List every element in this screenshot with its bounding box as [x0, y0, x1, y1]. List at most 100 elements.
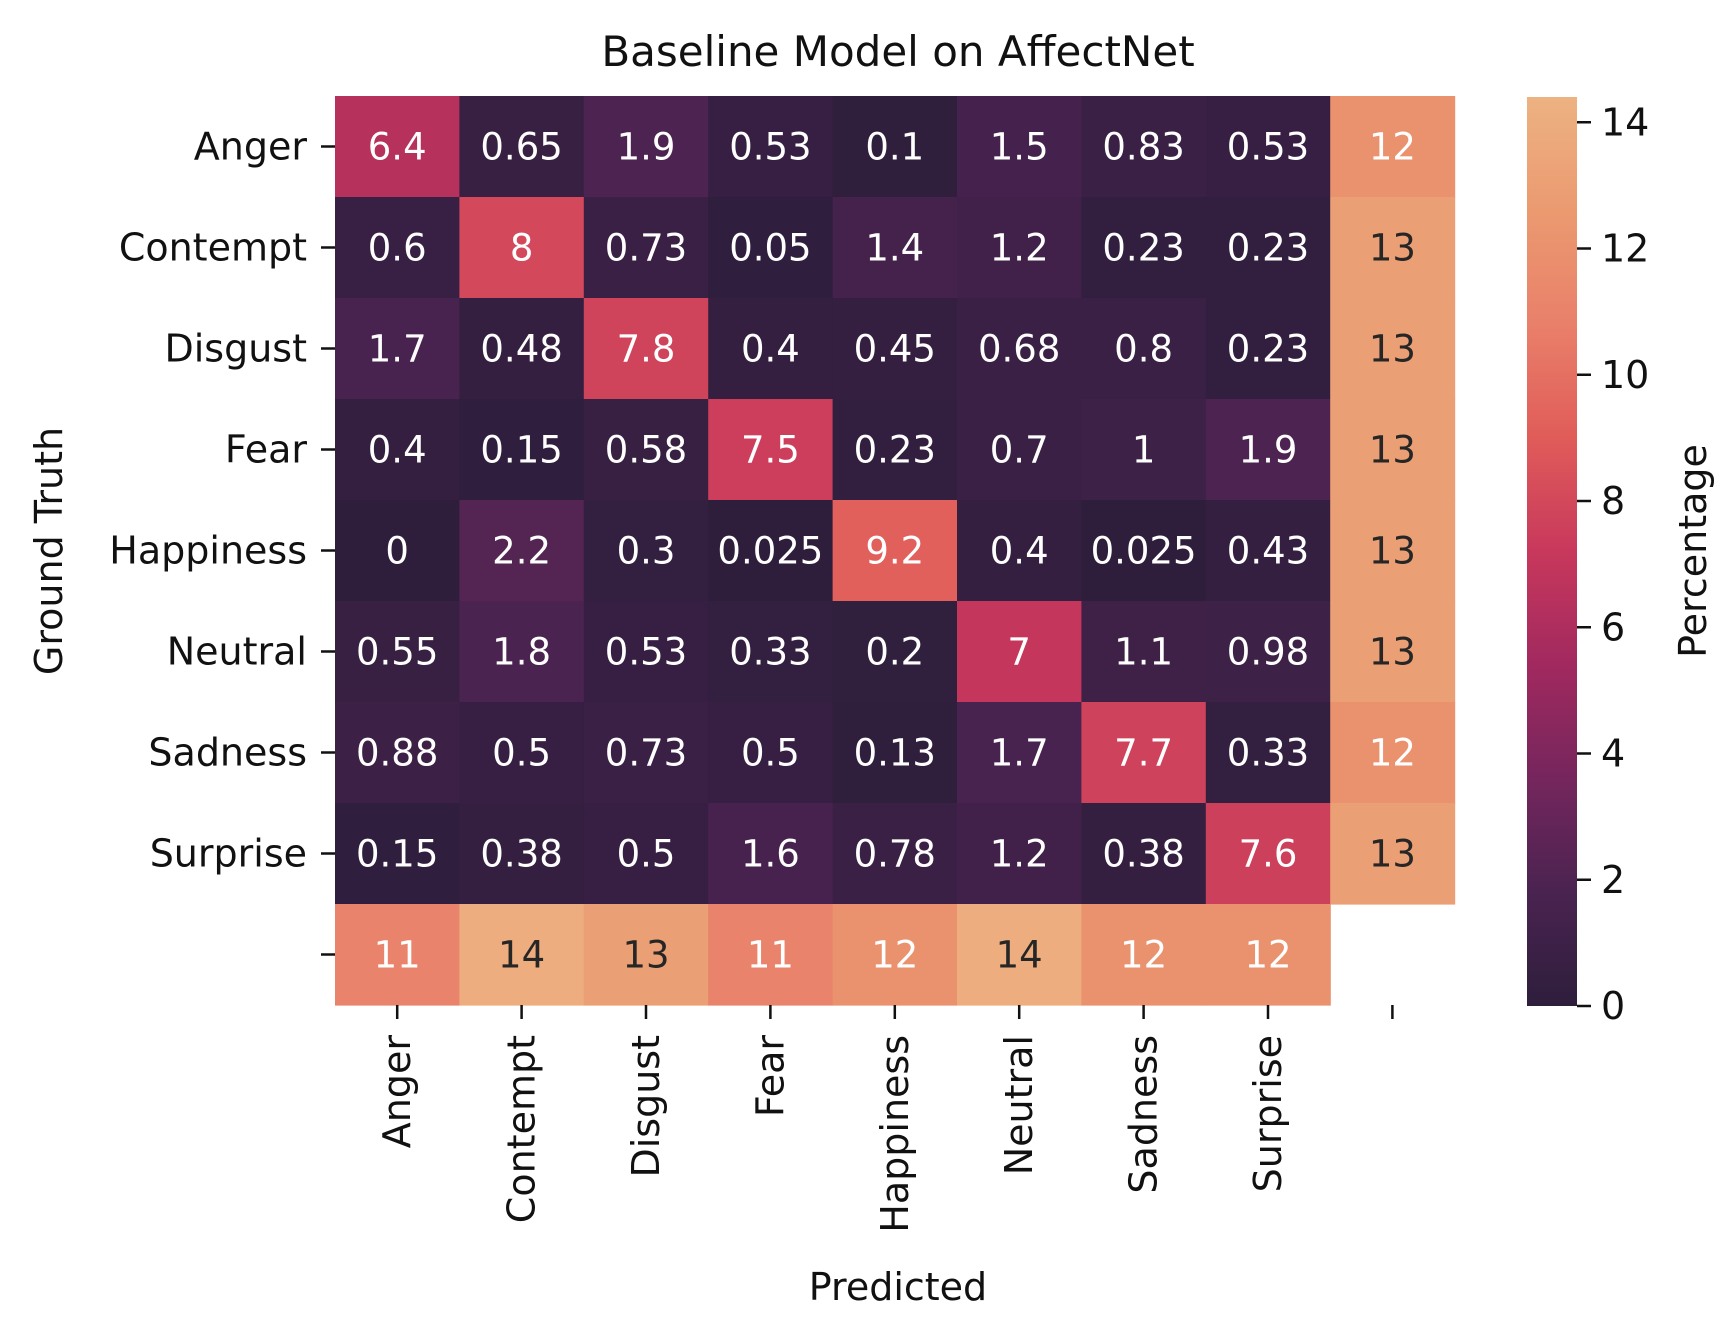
heatmap-cell: [1330, 702, 1456, 804]
colorbar-tick-label: 0: [1601, 984, 1625, 1028]
heatmap-cell: [459, 399, 585, 501]
cell-value-label: 13: [1369, 833, 1416, 876]
cell-value-label: 14: [498, 934, 545, 977]
x-tick-label: Contempt: [500, 1035, 544, 1223]
colorbar-tick-label: 10: [1601, 353, 1649, 397]
heatmap-cell: [708, 803, 834, 905]
cell-value-label: 0.55: [356, 631, 438, 674]
heatmap-cell: [1205, 500, 1331, 602]
cell-value-label: 0.7: [990, 429, 1049, 472]
cell-value-label: 0.15: [480, 429, 562, 472]
cell-value-label: 1.2: [990, 833, 1049, 876]
heatmap-cell: [708, 96, 834, 198]
cell-value-label: 0.1: [865, 126, 924, 169]
y-tick-label: Happiness: [109, 529, 307, 573]
heatmap-cell: [1081, 500, 1207, 602]
y-tick-label: Neutral: [167, 630, 307, 674]
heatmap-cell: [832, 702, 958, 804]
heatmap-cell: [708, 601, 834, 703]
cell-value-label: 1.1: [1114, 631, 1173, 674]
heatmap-cell: [832, 904, 958, 1006]
heatmap-cell: [708, 702, 834, 804]
x-tick-label: Happiness: [873, 1035, 917, 1233]
cell-value-label: 0: [385, 530, 409, 573]
cell-value-label: 13: [1369, 631, 1416, 674]
cell-value-label: 7.7: [1114, 732, 1173, 775]
heatmap-cell: [583, 298, 709, 400]
heatmap-cell: [335, 904, 460, 1006]
heatmap-cell: [1330, 601, 1456, 703]
heatmap-cell: [459, 803, 585, 905]
cell-value-label: 0.3: [617, 530, 676, 573]
cell-value-label: 0.5: [617, 833, 676, 876]
cell-value-label: 0.45: [854, 328, 936, 371]
colorbar-label: Percentage: [1671, 444, 1715, 658]
x-tick-label: Neutral: [997, 1035, 1041, 1175]
heatmap-cell: [335, 601, 460, 703]
heatmap-cell: [1205, 904, 1331, 1006]
x-tick-label: Disgust: [624, 1035, 668, 1178]
colorbar-tick-label: 4: [1601, 732, 1625, 776]
cell-value-label: 9.2: [865, 530, 924, 573]
heatmap-cell: [708, 399, 834, 501]
x-tick-label: Sadness: [1122, 1035, 1166, 1194]
cell-value-label: 0.6: [368, 227, 427, 270]
heatmap-cell: [459, 197, 585, 299]
cell-value-label: 0.73: [605, 227, 687, 270]
heatmap-cell: [335, 702, 460, 804]
cell-value-label: 0.33: [729, 631, 811, 674]
heatmap-cell: [832, 298, 958, 400]
heatmap-cell: [1205, 96, 1331, 198]
heatmap-cell: [335, 399, 460, 501]
heatmap-cell: [335, 96, 460, 198]
heatmap-cell: [957, 803, 1082, 905]
colorbar-tick-label: 2: [1601, 858, 1625, 902]
cell-value-label: 0.4: [741, 328, 800, 371]
heatmap-cell: [957, 601, 1082, 703]
heatmap-cell: [1330, 298, 1456, 400]
cell-value-label: 0.33: [1227, 732, 1309, 775]
cell-value-label: 0.5: [741, 732, 800, 775]
x-tick-labels: Anger Contempt Disgust Fear Happiness Neutral…: [375, 1005, 1394, 1233]
cell-value-label: 0.23: [1227, 227, 1309, 270]
cell-value-label: 0.53: [1227, 126, 1309, 169]
heatmap-cell: [708, 904, 834, 1006]
heatmap-cell: [583, 904, 709, 1006]
heatmap-cell: [1330, 803, 1456, 905]
cell-value-label: 1.6: [741, 833, 800, 876]
cell-value-label: 13: [1369, 328, 1416, 371]
y-tick-labels: Anger Contempt Disgust Fear Happiness Neutral…: [109, 125, 335, 956]
cell-value-label: 1.9: [1239, 429, 1298, 472]
heatmap-cell: [583, 96, 709, 198]
heatmap-cell: [1081, 96, 1207, 198]
heatmap-cell: [708, 298, 834, 400]
colorbar-tick-label: 8: [1601, 479, 1625, 523]
heatmap-cell: [1081, 197, 1207, 299]
cell-value-label: 7.5: [741, 429, 800, 472]
heatmap-cell: [1205, 803, 1331, 905]
heatmap-cell: [957, 197, 1082, 299]
cell-value-label: 0.65: [480, 126, 562, 169]
cell-value-label: 13: [1369, 227, 1416, 270]
cell-value-label: 1.7: [368, 328, 427, 371]
x-axis-label: Predicted: [809, 1265, 987, 1309]
heatmap-cell: [1081, 702, 1207, 804]
heatmap-cell: [1330, 500, 1456, 602]
cell-value-label: 1: [1132, 429, 1156, 472]
heatmap-cell: [583, 500, 709, 602]
x-tick-label: Anger: [375, 1035, 419, 1149]
colorbar-tick-label: 12: [1601, 227, 1649, 271]
heatmap-cell: [1081, 803, 1207, 905]
heatmap-cell: [583, 399, 709, 501]
cell-value-label: 1.5: [990, 126, 1049, 169]
y-tick-label: Surprise: [150, 832, 307, 876]
cell-value-label: 7.6: [1239, 833, 1298, 876]
cell-value-label: 0.025: [717, 530, 823, 573]
cell-value-label: 0.83: [1102, 126, 1184, 169]
cell-value-label: 13: [622, 934, 669, 977]
cell-value-label: 0.53: [729, 126, 811, 169]
cell-value-label: 0.025: [1091, 530, 1197, 573]
y-axis-label: Ground Truth: [27, 427, 71, 675]
cell-value-label: 12: [871, 934, 918, 977]
cell-value-label: 0.38: [1102, 833, 1184, 876]
